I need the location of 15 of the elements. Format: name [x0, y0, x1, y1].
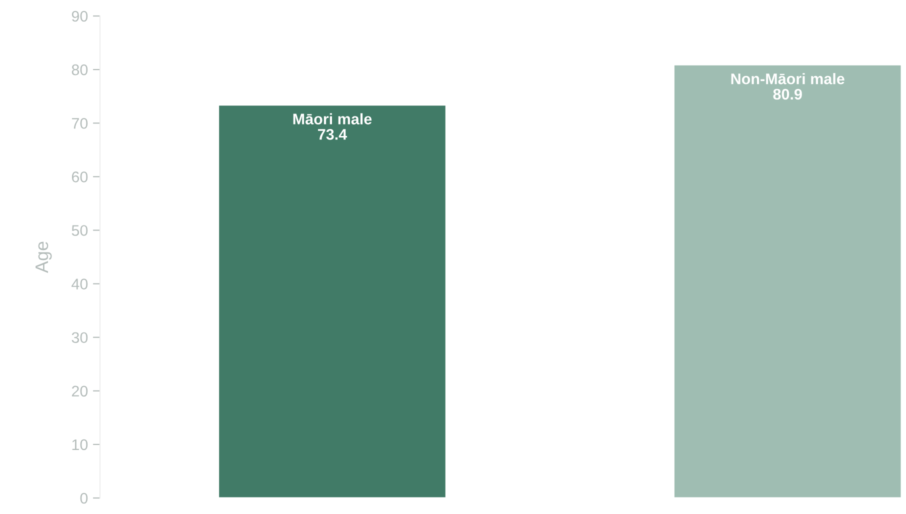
y-tick-label: 70: [72, 118, 88, 129]
data-label: 73.4: [318, 128, 348, 140]
x-tick-label: Māori male: [293, 113, 372, 124]
x-tick-label: Non-Māori male: [731, 73, 844, 84]
y-tick-label: 80: [72, 64, 88, 76]
y-tick-label: 90: [72, 10, 88, 22]
y-tick-label: 30: [72, 332, 88, 344]
y-tick-label: 50: [72, 225, 88, 236]
y-tick-label: 20: [72, 386, 88, 397]
y-axis-title: Age: [36, 242, 52, 274]
y-tick-label: 10: [72, 439, 88, 450]
y-tick-label: 0: [80, 492, 88, 504]
y-tick-label: 60: [72, 172, 88, 182]
y-tick-label: 40: [72, 278, 88, 290]
data-label: 80.9: [773, 88, 802, 100]
